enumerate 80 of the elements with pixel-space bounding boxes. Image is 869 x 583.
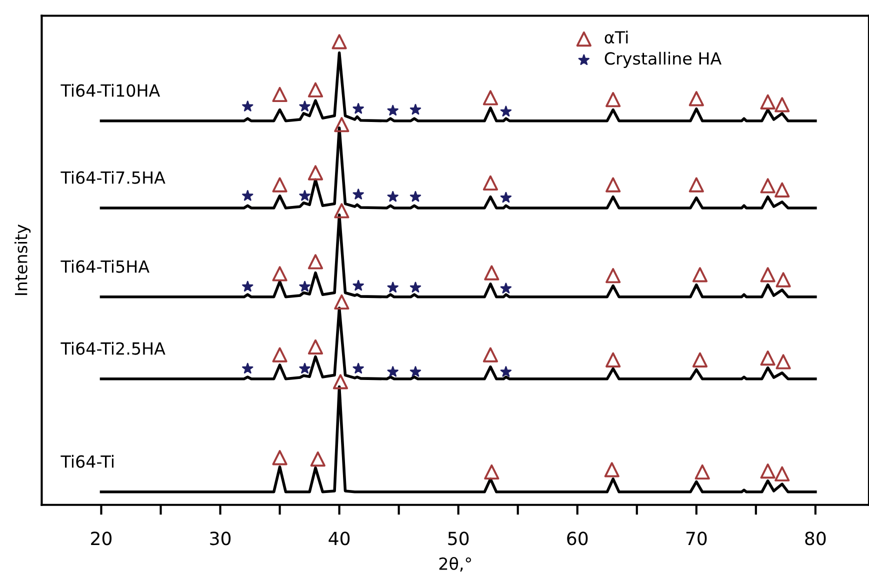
series-label: Ti64-Ti10HA <box>60 84 160 97</box>
point <box>774 182 790 198</box>
point <box>760 350 776 366</box>
point <box>272 86 288 102</box>
point <box>387 104 398 116</box>
point <box>352 188 364 200</box>
point <box>484 464 500 480</box>
series-label: Ti64-Ti <box>60 454 114 468</box>
point <box>484 265 500 280</box>
point <box>332 34 347 50</box>
point <box>410 191 422 202</box>
point <box>500 282 512 294</box>
series-label: Ti64-Ti5HA <box>60 260 150 273</box>
point <box>334 117 350 132</box>
legend-label: αTi <box>604 30 628 44</box>
point <box>482 90 498 106</box>
point <box>500 106 512 116</box>
point <box>308 339 324 354</box>
point <box>387 191 398 202</box>
point <box>688 91 704 106</box>
point <box>334 203 350 218</box>
point <box>774 97 790 112</box>
point <box>482 347 498 362</box>
x-tick-label: 70 <box>686 532 707 546</box>
series-label: Ti64-Ti7.5HA <box>60 170 166 184</box>
point <box>606 177 621 192</box>
x-tick-label: 60 <box>567 532 588 546</box>
point <box>242 362 254 374</box>
point <box>242 280 254 292</box>
point <box>299 280 310 292</box>
point <box>272 266 288 282</box>
x-tick-label: 20 <box>91 532 112 546</box>
x-tick-label: 80 <box>805 532 826 546</box>
point <box>760 94 776 110</box>
point <box>776 354 791 370</box>
point <box>332 374 348 390</box>
point <box>760 464 776 479</box>
point <box>604 462 620 478</box>
point <box>692 267 708 282</box>
point <box>352 103 364 114</box>
point <box>760 267 776 282</box>
point <box>694 464 710 480</box>
point <box>352 362 364 374</box>
x-tick-label: 30 <box>210 532 231 546</box>
point <box>308 165 324 180</box>
point <box>410 366 422 377</box>
point <box>242 100 254 112</box>
point <box>500 192 512 203</box>
point <box>272 177 288 192</box>
point <box>310 451 326 467</box>
point <box>299 190 310 201</box>
point <box>774 466 790 482</box>
point <box>692 352 708 368</box>
x-axis-title: 2θ,° <box>439 556 471 572</box>
x-tick-label: 40 <box>328 532 350 546</box>
point <box>482 175 498 191</box>
point <box>242 190 254 201</box>
point <box>299 362 310 374</box>
point <box>334 294 350 310</box>
y-axis-title: Intensity <box>14 224 31 295</box>
point <box>299 100 310 112</box>
point <box>760 178 776 194</box>
point <box>606 268 621 284</box>
legend-label: Crystalline HA <box>604 52 722 68</box>
point <box>272 450 288 466</box>
x-tick-label: 50 <box>448 532 469 546</box>
point <box>500 366 512 377</box>
point <box>688 177 704 192</box>
point <box>387 366 398 377</box>
point <box>272 347 288 362</box>
point <box>410 104 422 115</box>
point <box>410 282 422 292</box>
point <box>352 280 364 291</box>
point <box>308 254 324 270</box>
point <box>606 352 621 368</box>
point <box>606 92 621 108</box>
series-label: Ti64-Ti2.5HA <box>60 342 166 355</box>
point <box>308 82 324 98</box>
point <box>387 282 398 292</box>
point <box>776 272 791 288</box>
